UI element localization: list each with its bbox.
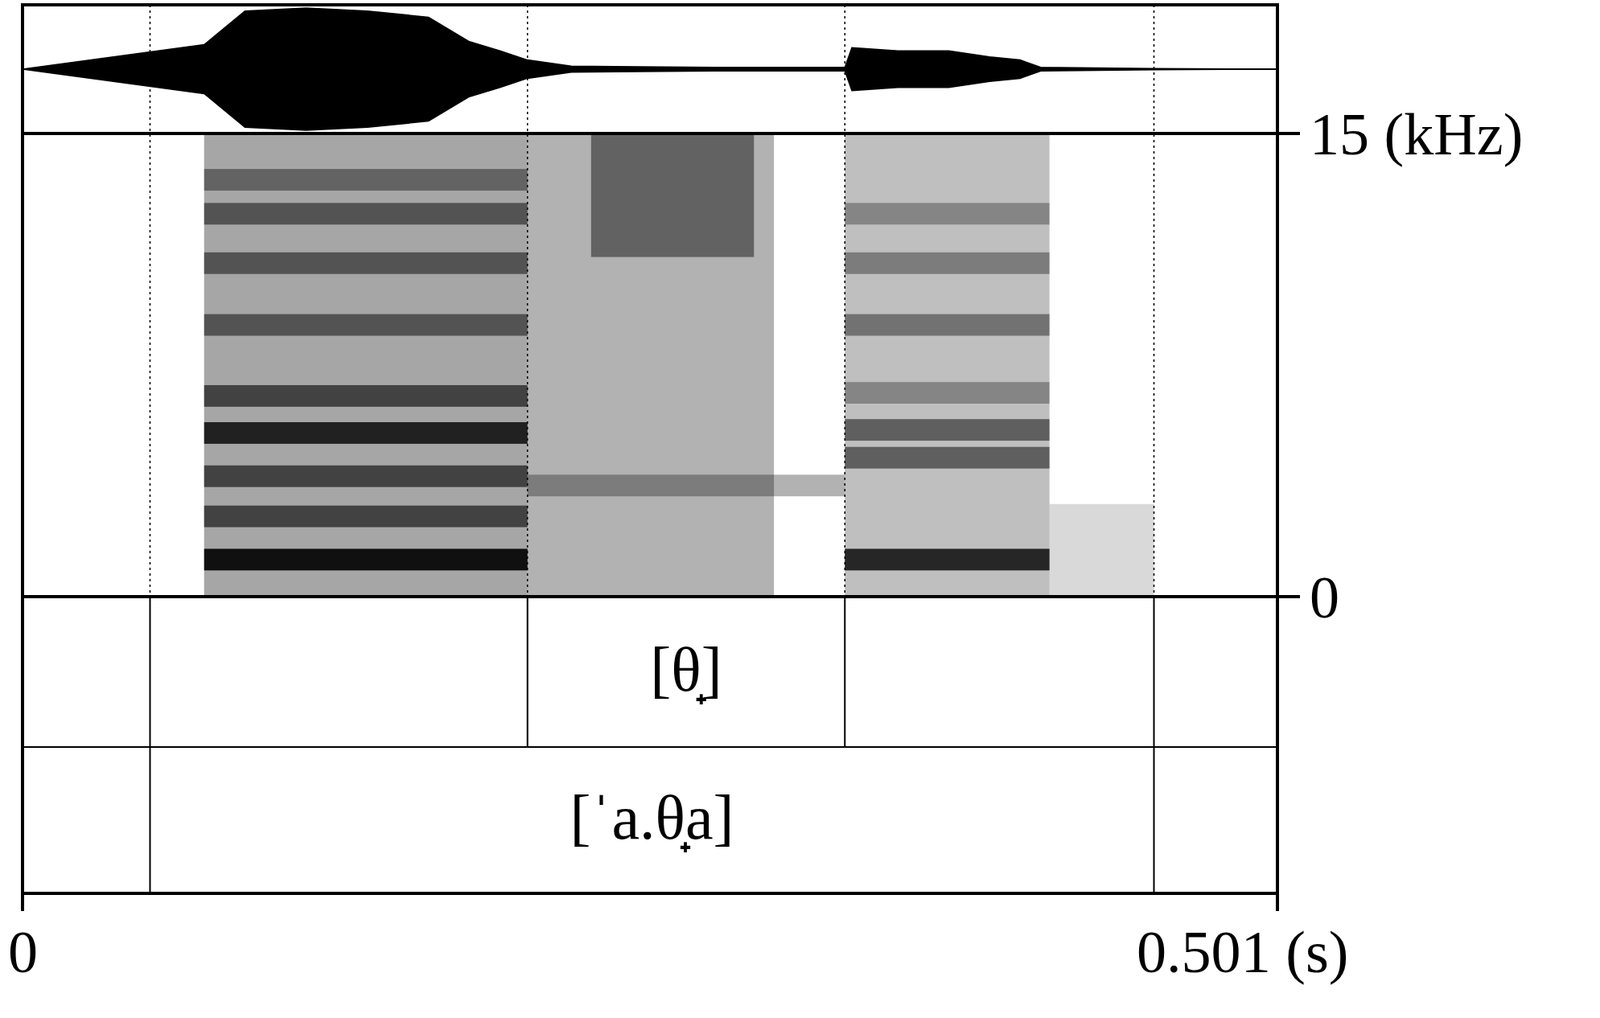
panel-separator bbox=[22, 131, 1300, 136]
boundary-dotted bbox=[149, 4, 152, 597]
formant-band bbox=[844, 382, 1049, 404]
tier-boundary bbox=[148, 596, 151, 748]
tier-boundary bbox=[148, 747, 151, 894]
formant-band bbox=[844, 419, 1049, 441]
spectrogram bbox=[204, 133, 1155, 597]
formant-band bbox=[844, 314, 1049, 337]
tier-separator bbox=[22, 746, 1278, 749]
boundary-dotted bbox=[844, 4, 847, 597]
formant-band bbox=[204, 202, 528, 225]
waveform bbox=[22, 8, 1278, 131]
formant-band bbox=[204, 168, 528, 191]
formant-band bbox=[204, 314, 528, 337]
x-tick-label: 0 bbox=[8, 919, 38, 986]
spectral-region bbox=[204, 133, 528, 597]
tier-label: [θ̟] bbox=[649, 634, 722, 705]
formant-band bbox=[527, 474, 846, 497]
spectral-region bbox=[527, 133, 774, 597]
y-tick bbox=[1277, 595, 1300, 599]
waveform-envelope bbox=[22, 8, 1278, 131]
tier-label: [ˈa.θ̟a] bbox=[569, 782, 734, 853]
spectral-region bbox=[591, 133, 754, 258]
x-tick bbox=[1275, 893, 1280, 912]
spectral-region bbox=[1049, 504, 1155, 597]
boundary-dotted bbox=[1153, 4, 1156, 597]
formant-band bbox=[844, 447, 1049, 469]
formant-band bbox=[204, 505, 528, 528]
formant-band bbox=[204, 465, 528, 488]
formant-band bbox=[844, 548, 1049, 571]
x-tick bbox=[20, 893, 25, 912]
x-tick-label: 0.501 (s) bbox=[1136, 919, 1349, 986]
tier-boundary bbox=[1152, 747, 1155, 894]
frame bbox=[22, 4, 1278, 894]
figure: [θ̟] [ˈa.θ̟a] 0 15 (kHz) 0 0.501 (s) bbox=[0, 0, 1600, 1018]
y-tick bbox=[1277, 131, 1300, 136]
y-tick-label: 0 bbox=[1309, 564, 1340, 631]
formant-band bbox=[844, 202, 1049, 225]
panel-separator bbox=[22, 595, 1300, 599]
tier-boundary bbox=[1152, 596, 1155, 748]
tier-boundary bbox=[843, 596, 846, 748]
spectral-region bbox=[844, 133, 1049, 597]
tier-boundary bbox=[526, 596, 529, 748]
formant-band bbox=[204, 548, 528, 571]
boundary-dotted bbox=[526, 4, 529, 597]
y-tick-label: 15 (kHz) bbox=[1309, 101, 1523, 168]
formant-band bbox=[204, 385, 528, 408]
formant-band bbox=[844, 252, 1049, 275]
formant-band bbox=[204, 252, 528, 275]
formant-band bbox=[204, 422, 528, 445]
